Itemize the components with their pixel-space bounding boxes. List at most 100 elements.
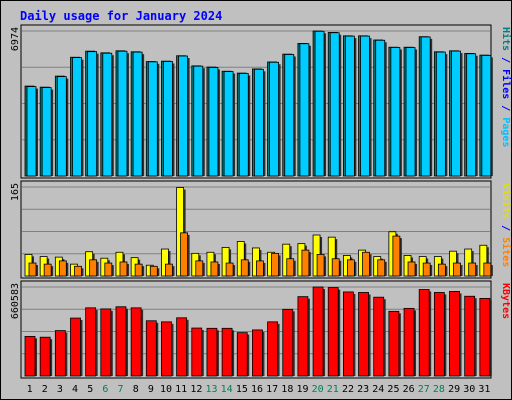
bar-sites: [225, 262, 236, 277]
x-tick-label: 21: [327, 384, 339, 395]
bar-pages: [147, 61, 160, 177]
panel-bottom-legend: KBytes: [500, 283, 511, 319]
x-tick-label: 24: [372, 384, 384, 395]
bar-pages: [390, 47, 402, 177]
bar-pages: [72, 57, 84, 177]
x-tick-label: 23: [357, 384, 369, 395]
x-tick-label: 18: [281, 384, 293, 395]
bar-pages: [269, 61, 281, 177]
bar-kbytes: [130, 307, 144, 377]
bar-kbytes: [252, 329, 265, 377]
bar-pages: [26, 86, 38, 177]
bar-visits: [327, 236, 338, 277]
bar-kbytes: [297, 296, 310, 377]
bar-kbytes: [161, 321, 174, 377]
bar-kbytes: [388, 310, 401, 377]
bar-sites: [377, 259, 387, 277]
bar-sites: [119, 261, 129, 277]
panel-middle: 165 Visits / Sites: [10, 180, 512, 279]
panel-middle-max-label: 165: [10, 183, 21, 201]
x-tick-label: 3: [57, 384, 63, 395]
legend-item: Visits: [500, 183, 512, 219]
panel-bottom-max-label: 660583: [10, 283, 21, 319]
bar-sites: [74, 265, 84, 277]
bar-pages: [178, 55, 190, 177]
bar-pages: [41, 87, 54, 177]
bar-kbytes: [267, 321, 280, 377]
bar-sites: [43, 263, 54, 277]
bar-pages: [375, 39, 387, 177]
panel-middle-legend: Visits / Sites: [500, 183, 512, 267]
bar-pages: [238, 73, 251, 177]
bar-pages: [87, 51, 99, 177]
bar-sites: [195, 260, 205, 277]
legend-item: Files: [500, 69, 512, 99]
bar-sites: [286, 258, 296, 277]
bar-pages: [223, 71, 236, 177]
bar-kbytes: [358, 292, 371, 377]
legend-item: /: [500, 219, 511, 237]
x-tick-label: 1: [27, 384, 33, 395]
bar-sites: [104, 262, 114, 277]
x-tick-label: 13: [205, 384, 217, 395]
bar-sites: [89, 259, 99, 277]
bar-pages: [163, 61, 175, 177]
bar-pages: [451, 50, 463, 177]
bar-kbytes: [221, 327, 235, 377]
bar-kbytes: [85, 307, 98, 377]
bar-kbytes: [433, 292, 447, 377]
bar-visits: [161, 248, 171, 277]
x-tick-label: 31: [478, 384, 490, 395]
x-tick-label: 9: [148, 384, 154, 395]
bar-pages: [299, 43, 311, 177]
panel-bottom-bars: [24, 286, 492, 377]
bar-kbytes: [70, 317, 83, 377]
bar-sites: [362, 251, 372, 277]
bar-pages: [102, 52, 114, 177]
bar-pages: [405, 47, 418, 177]
panel-top-bars: [24, 30, 493, 177]
bar-kbytes: [115, 306, 128, 377]
x-tick-label: 12: [190, 384, 202, 395]
bar-sites: [180, 232, 190, 277]
bar-sites: [134, 263, 145, 277]
bar-kbytes: [39, 336, 53, 377]
bar-pages: [117, 50, 129, 177]
legend-item: /: [500, 51, 511, 69]
bar-visits: [479, 244, 489, 277]
x-tick-label: 16: [251, 384, 263, 395]
bar-pages: [466, 53, 478, 177]
panel-top: 6974 Hits / Files / Pages: [10, 24, 512, 179]
x-tick-label: 30: [463, 384, 475, 395]
bar-kbytes: [403, 307, 417, 377]
x-tick-label: 25: [387, 384, 399, 395]
legend-item: Hits: [500, 27, 512, 51]
bar-sites: [28, 262, 38, 277]
chart-title: Daily usage for January 2024: [20, 9, 222, 23]
bar-kbytes: [479, 297, 492, 377]
bar-kbytes: [464, 295, 477, 377]
legend-item: Pages: [500, 117, 511, 147]
bar-kbytes: [418, 289, 432, 377]
x-tick-label: 14: [221, 384, 233, 395]
bar-sites: [301, 249, 311, 277]
x-tick-label: 2: [42, 384, 48, 395]
bar-kbytes: [100, 308, 113, 377]
bar-sites: [407, 261, 418, 277]
legend-item: /: [500, 99, 511, 117]
bar-sites: [149, 265, 160, 277]
bar-kbytes: [176, 317, 189, 377]
panel-top-max-label: 6974: [10, 27, 21, 51]
bar-pages: [314, 30, 327, 177]
bar-pages: [360, 35, 372, 177]
panel-middle-bars: [24, 187, 493, 277]
bar-kbytes: [449, 290, 462, 377]
x-tick-label: 29: [448, 384, 460, 395]
bar-kbytes: [373, 296, 386, 377]
x-axis-labels: 1 2 3 4 5 6 7 8 9 10 11 12 13 14 15 16 17 18 19 20 21 22 23 24 2…: [27, 384, 491, 395]
bar-kbytes: [206, 327, 219, 377]
x-tick-label: 10: [160, 384, 172, 395]
bar-kbytes: [54, 330, 68, 377]
